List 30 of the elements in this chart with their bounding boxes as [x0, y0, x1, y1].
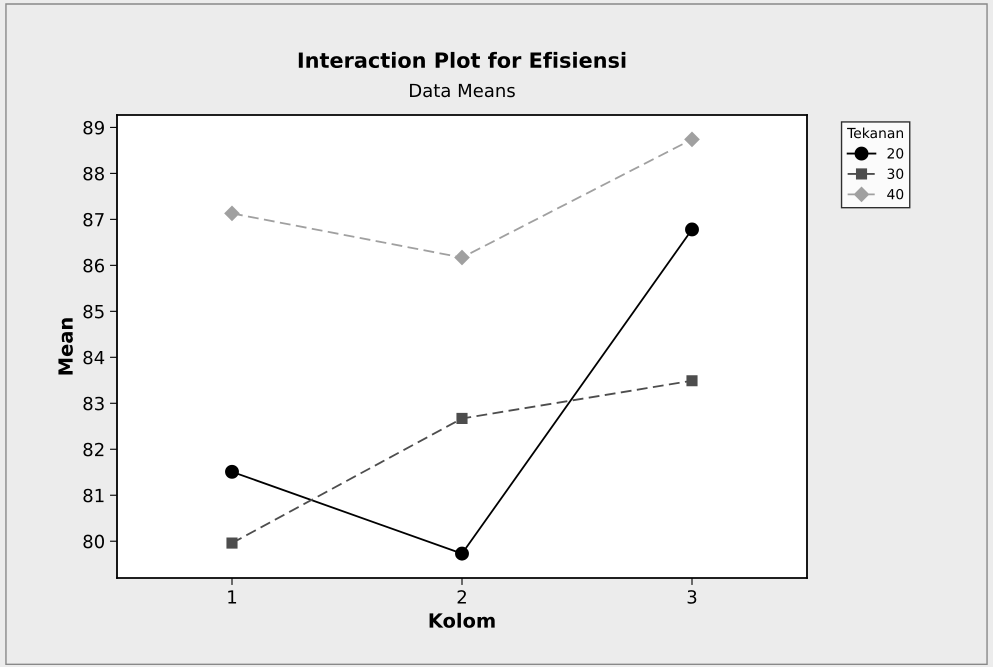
y-tick-label: 80 — [83, 534, 104, 548]
point — [224, 206, 240, 221]
y-tick-label: 82 — [83, 442, 104, 456]
y-tick-label: 83 — [83, 396, 104, 410]
point — [456, 412, 468, 424]
y-tick-label: 86 — [83, 258, 104, 272]
y-tick-label: 87 — [83, 212, 104, 226]
point — [455, 546, 469, 561]
y-tick-label: 85 — [83, 304, 104, 318]
point — [685, 222, 699, 236]
x-axis-title: Kolom — [430, 612, 495, 628]
chart-title: Interaction Plot for Efisiensi — [298, 52, 626, 68]
y-tick-label: 81 — [83, 488, 104, 502]
x-tick-label: 2 — [458, 590, 466, 604]
point — [225, 464, 239, 479]
legend-title: Tekanan — [847, 128, 904, 138]
point — [686, 375, 698, 386]
point — [684, 132, 700, 147]
point — [454, 250, 470, 266]
point — [226, 538, 238, 549]
y-tick-label: 84 — [83, 350, 104, 364]
x-tick-label: 1 — [228, 590, 236, 604]
y-tick-label: 89 — [83, 120, 104, 135]
y-axis-title: Mean — [58, 318, 73, 374]
legend-label: 20 — [888, 148, 904, 159]
x-tick-label: 3 — [688, 590, 696, 604]
legend-label: 40 — [887, 188, 904, 200]
chart-subtitle: Data Means — [410, 84, 515, 98]
legend-label: 30 — [888, 168, 904, 180]
y-tick-label: 88 — [83, 166, 104, 181]
